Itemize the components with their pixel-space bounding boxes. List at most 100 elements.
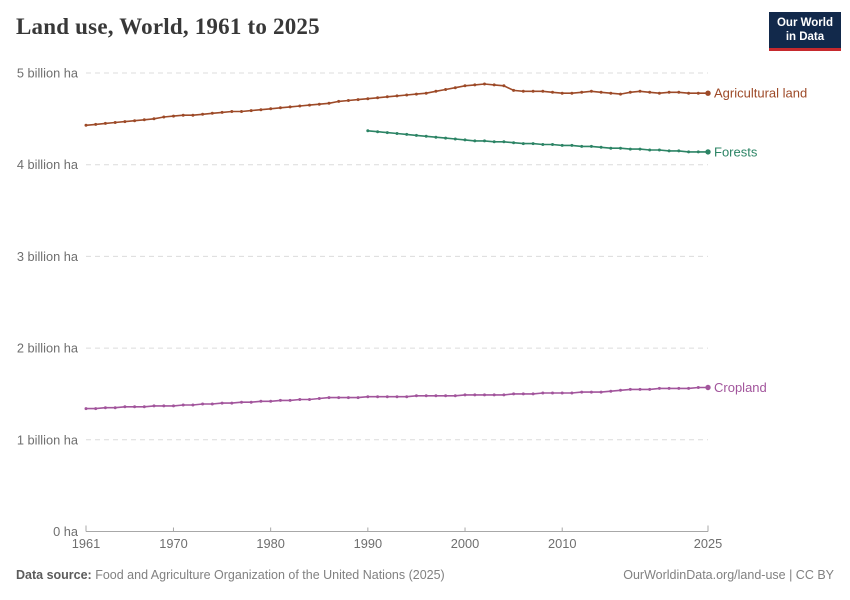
cropland-point bbox=[570, 391, 574, 395]
forests-point bbox=[570, 143, 574, 147]
forests-point bbox=[619, 146, 622, 150]
agricultural-land-point bbox=[230, 110, 234, 113]
cropland-point bbox=[385, 395, 389, 399]
agricultural-land-series-label[interactable]: Agricultural land bbox=[714, 86, 807, 101]
agricultural-land-point bbox=[677, 90, 681, 94]
x-axis-label-2010: 2010 bbox=[548, 536, 576, 551]
agricultural-land-point bbox=[434, 89, 438, 93]
x-axis-label-2000: 2000 bbox=[451, 536, 479, 551]
cropland-point bbox=[492, 393, 496, 397]
cropland-point bbox=[346, 396, 350, 400]
cropland-point bbox=[395, 395, 399, 399]
agricultural-land-point bbox=[113, 121, 117, 124]
forests-point bbox=[521, 142, 525, 146]
agricultural-land-point bbox=[123, 120, 127, 124]
cropland-series-label[interactable]: Cropland bbox=[714, 380, 767, 395]
agricultural-land-point bbox=[628, 90, 632, 94]
agricultural-land-point bbox=[395, 94, 399, 98]
agricultural-land-point bbox=[269, 107, 273, 111]
forests-point bbox=[453, 137, 457, 141]
owid-logo[interactable]: Our World in Data bbox=[768, 12, 841, 51]
agricultural-land-point bbox=[327, 101, 331, 105]
forests-point bbox=[589, 144, 593, 148]
cropland-point bbox=[191, 403, 195, 407]
cropland-point bbox=[648, 387, 652, 391]
agricultural-land-point bbox=[521, 89, 525, 93]
forests-point bbox=[667, 149, 671, 153]
cropland-point bbox=[240, 400, 243, 404]
cropland-point bbox=[152, 404, 156, 408]
data-source-label: Data source: bbox=[16, 568, 92, 582]
agricultural-land-point bbox=[376, 96, 380, 100]
forests-point bbox=[414, 133, 418, 137]
agricultural-land-point bbox=[84, 123, 88, 127]
data-source-text: Data source: Food and Agriculture Organi… bbox=[16, 568, 445, 582]
agricultural-land-point bbox=[638, 89, 642, 93]
cropland-point bbox=[580, 390, 584, 394]
agricultural-land-point bbox=[570, 91, 574, 95]
agricultural-land-point bbox=[94, 122, 98, 126]
agricultural-land-point bbox=[551, 90, 554, 94]
forests-point bbox=[551, 143, 554, 146]
agricultural-land-point bbox=[696, 91, 700, 95]
forests-point bbox=[648, 148, 652, 152]
agricultural-land-point bbox=[308, 103, 311, 107]
agricultural-land-point bbox=[414, 92, 418, 96]
cropland-point bbox=[551, 391, 554, 395]
agricultural-land-point bbox=[366, 97, 370, 101]
agricultural-land-point bbox=[172, 114, 175, 118]
agricultural-land-point bbox=[346, 99, 350, 102]
page-title: Land use, World, 1961 to 2025 bbox=[16, 14, 320, 39]
forests-point bbox=[531, 142, 535, 146]
agricultural-land-point bbox=[531, 89, 535, 93]
agricultural-land-point bbox=[473, 83, 477, 87]
cropland-point bbox=[638, 387, 642, 391]
x-axis-label-1961: 1961 bbox=[72, 536, 100, 551]
cropland-point bbox=[589, 390, 593, 394]
agricultural-land-point bbox=[619, 92, 622, 96]
cropland-point bbox=[434, 394, 438, 398]
cropland-point bbox=[599, 390, 603, 394]
forests-point bbox=[405, 132, 409, 136]
agricultural-land-point bbox=[599, 90, 603, 94]
cropland-point bbox=[687, 386, 691, 390]
y-axis-label-2: 2 billion ha bbox=[17, 341, 79, 356]
cropland-point bbox=[308, 398, 311, 401]
cropland-point bbox=[337, 396, 341, 400]
chart-footer: Data source: Food and Agriculture Organi… bbox=[16, 568, 834, 582]
cropland-point bbox=[696, 386, 700, 389]
cropland-point bbox=[541, 391, 545, 395]
agricultural-land-point bbox=[240, 110, 243, 113]
agricultural-land-point bbox=[356, 98, 360, 102]
agricultural-land-point bbox=[210, 111, 214, 115]
forests-point bbox=[696, 150, 700, 154]
agricultural-land-point bbox=[385, 95, 389, 99]
x-axis-label-2025: 2025 bbox=[694, 536, 722, 551]
cropland-point bbox=[230, 401, 234, 405]
cropland-point bbox=[453, 394, 457, 398]
cropland-point bbox=[531, 392, 535, 396]
credit-link[interactable]: OurWorldinData.org/land-use | CC BY bbox=[623, 568, 834, 582]
agricultural-land-point bbox=[181, 113, 185, 117]
agricultural-land-point bbox=[152, 117, 156, 121]
cropland-point bbox=[677, 386, 681, 390]
forests-point bbox=[657, 148, 661, 152]
agricultural-land-point bbox=[463, 84, 467, 88]
forests-point bbox=[638, 147, 642, 151]
owid-logo-line2: in Data bbox=[785, 31, 825, 44]
agricultural-land-point bbox=[191, 113, 195, 117]
agricultural-land-point bbox=[512, 88, 516, 92]
cropland-point bbox=[162, 404, 166, 408]
cropland-point bbox=[113, 406, 117, 410]
forests-point bbox=[628, 147, 632, 151]
cropland-point bbox=[521, 392, 525, 396]
agricultural-land-point bbox=[589, 89, 593, 93]
cropland-point bbox=[84, 407, 88, 411]
forests-point bbox=[502, 140, 506, 144]
agricultural-land-point bbox=[424, 91, 428, 95]
cropland-point bbox=[444, 394, 448, 398]
agricultural-land-point bbox=[502, 84, 506, 88]
forests-series-label[interactable]: Forests bbox=[714, 144, 758, 159]
